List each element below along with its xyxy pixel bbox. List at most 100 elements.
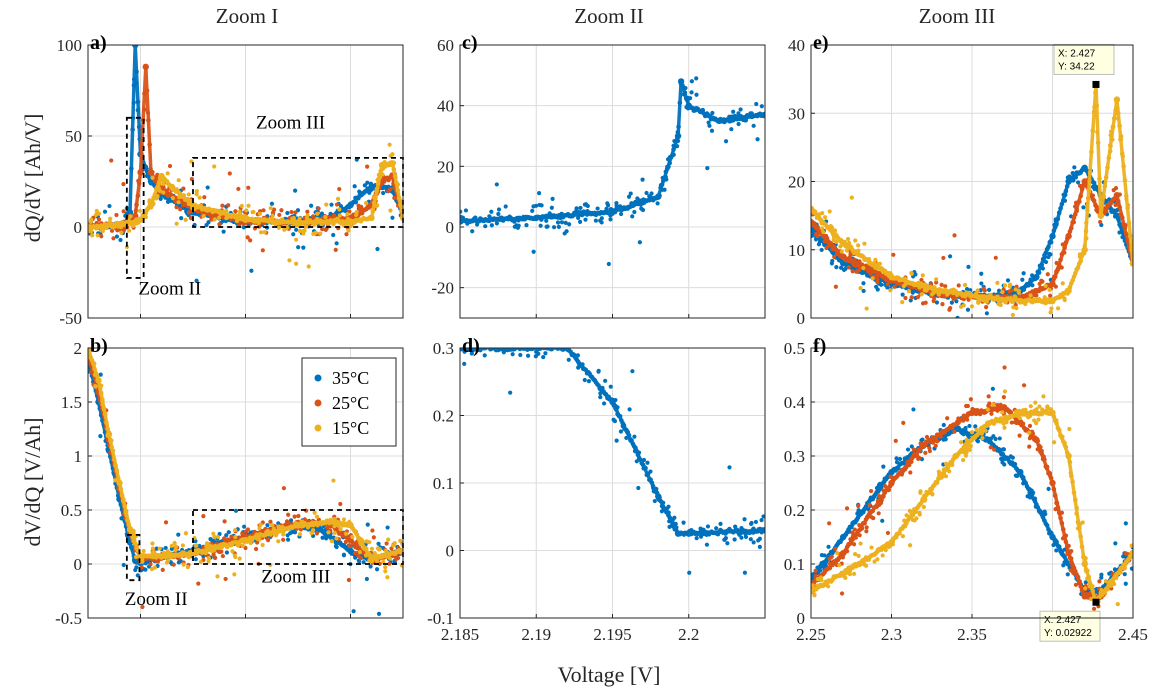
data-point — [987, 287, 992, 292]
data-point — [470, 229, 475, 234]
data-point — [232, 572, 237, 577]
data-point — [850, 269, 855, 274]
data-point — [311, 528, 316, 533]
series-vertex — [984, 294, 992, 301]
data-point — [334, 536, 339, 541]
data-point — [344, 232, 349, 237]
data-point — [727, 465, 732, 470]
data-point — [374, 567, 380, 572]
data-point — [854, 269, 859, 274]
data-point — [163, 520, 169, 525]
series-vertex — [1113, 212, 1121, 219]
data-point — [331, 478, 336, 483]
data-point — [365, 522, 370, 527]
data-point — [1007, 284, 1012, 289]
data-point — [364, 200, 369, 206]
data-point — [885, 282, 890, 287]
data-point — [179, 215, 184, 221]
series-vertex — [347, 201, 354, 209]
data-point — [463, 208, 469, 213]
data-point — [943, 437, 948, 442]
series-vertex — [655, 493, 662, 500]
data-point — [996, 288, 1002, 293]
series-vertex — [378, 161, 386, 169]
data-point — [387, 142, 392, 147]
data-point — [121, 209, 126, 214]
series-vertex — [609, 398, 616, 406]
series-vertex — [158, 172, 165, 180]
data-point — [161, 181, 166, 186]
data-point — [1016, 288, 1021, 293]
series-vertex — [168, 183, 176, 191]
data-point — [181, 186, 186, 191]
series-vertex — [1065, 178, 1072, 185]
series-line — [88, 348, 403, 561]
data-point — [176, 560, 181, 565]
data-point — [119, 230, 124, 235]
data-point — [705, 524, 711, 529]
x-tick-label: 2.35 — [957, 625, 987, 644]
data-point — [909, 444, 914, 449]
data-point — [337, 207, 342, 212]
data-layer — [811, 365, 1133, 611]
data-point — [599, 216, 604, 221]
data-point — [635, 196, 640, 201]
data-point — [954, 299, 959, 304]
data-point — [901, 284, 907, 289]
data-point — [102, 209, 108, 214]
data-point — [639, 206, 644, 211]
data-point — [608, 217, 613, 222]
data-point — [694, 76, 699, 81]
data-point — [121, 182, 126, 187]
data-point — [1029, 273, 1035, 278]
data-point — [557, 340, 561, 344]
data-point — [551, 225, 557, 230]
data-point — [577, 219, 583, 224]
series-vertex — [1081, 246, 1088, 253]
y-tick-label: 0.3 — [784, 447, 805, 466]
data-point — [739, 535, 744, 540]
data-point — [212, 164, 217, 169]
axes-frame — [87, 44, 404, 319]
data-point — [655, 201, 660, 206]
data-point — [98, 434, 103, 439]
data-point — [324, 202, 329, 207]
data-point — [215, 574, 220, 579]
data-point — [860, 320, 864, 324]
data-point — [1048, 293, 1053, 298]
data-point — [206, 559, 211, 564]
x-tick-label: 2.3 — [881, 625, 902, 644]
series-vertex — [126, 526, 134, 533]
data-point — [237, 222, 242, 227]
data-point — [543, 341, 547, 345]
data-point — [909, 295, 914, 300]
data-point — [919, 292, 924, 297]
data-point — [150, 175, 155, 180]
data-point — [531, 249, 536, 254]
data-point — [709, 128, 715, 133]
data-point — [288, 518, 294, 523]
y-tick-label: 0 — [797, 309, 806, 328]
series-vertex — [460, 217, 464, 225]
data-point — [194, 278, 199, 283]
y-axis-label-top: dQ/dV [Ah/V] — [20, 114, 45, 243]
data-point — [253, 546, 259, 552]
data-point — [343, 531, 349, 536]
y-tick-label: 0.1 — [784, 555, 805, 574]
data-point — [761, 514, 765, 519]
data-point — [376, 611, 382, 616]
data-point — [582, 377, 587, 383]
data-point — [211, 531, 216, 536]
series-vertex — [147, 169, 155, 176]
data-point — [255, 540, 260, 545]
data-point — [759, 104, 764, 109]
data-point — [510, 352, 515, 357]
data-point — [262, 230, 267, 235]
data-point — [827, 209, 832, 214]
data-point — [614, 438, 619, 443]
data-point — [494, 336, 498, 340]
series-vertex — [347, 521, 354, 529]
data-point — [755, 137, 760, 142]
data-point — [900, 300, 905, 305]
series-15°C — [88, 348, 403, 580]
